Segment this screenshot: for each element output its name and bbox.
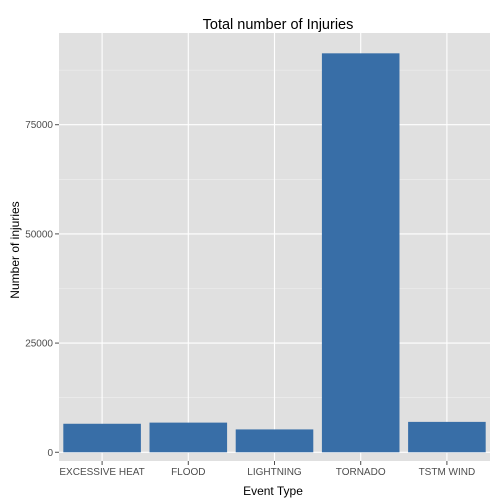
bar	[149, 422, 228, 453]
y-tick-label: 75000	[25, 120, 53, 131]
x-tick-label: TORNADO	[336, 467, 386, 478]
y-axis: 0 25000 50000 75000	[25, 120, 59, 459]
x-tick-label: FLOOD	[171, 467, 205, 478]
x-axis-title: Event Type	[243, 484, 303, 498]
y-tick-label: 50000	[25, 229, 53, 240]
y-tick-label: 25000	[25, 339, 53, 350]
bars	[63, 53, 486, 453]
x-tick-label: TSTM WIND	[419, 467, 476, 478]
bar	[63, 423, 141, 453]
bar	[408, 421, 486, 453]
bar	[235, 429, 314, 453]
x-axis: EXCESSIVE HEAT FLOOD LIGHTNING TORNADO TSTM …	[59, 461, 475, 478]
y-tick-label: 0	[47, 448, 53, 459]
x-tick-label: EXCESSIVE HEAT	[59, 467, 144, 478]
chart-title: Total number of Injuries	[203, 17, 354, 33]
y-axis-title: Number of injuries	[8, 201, 22, 298]
grid-lines	[59, 33, 490, 461]
bar	[321, 53, 400, 453]
x-tick-label: LIGHTNING	[247, 467, 302, 478]
